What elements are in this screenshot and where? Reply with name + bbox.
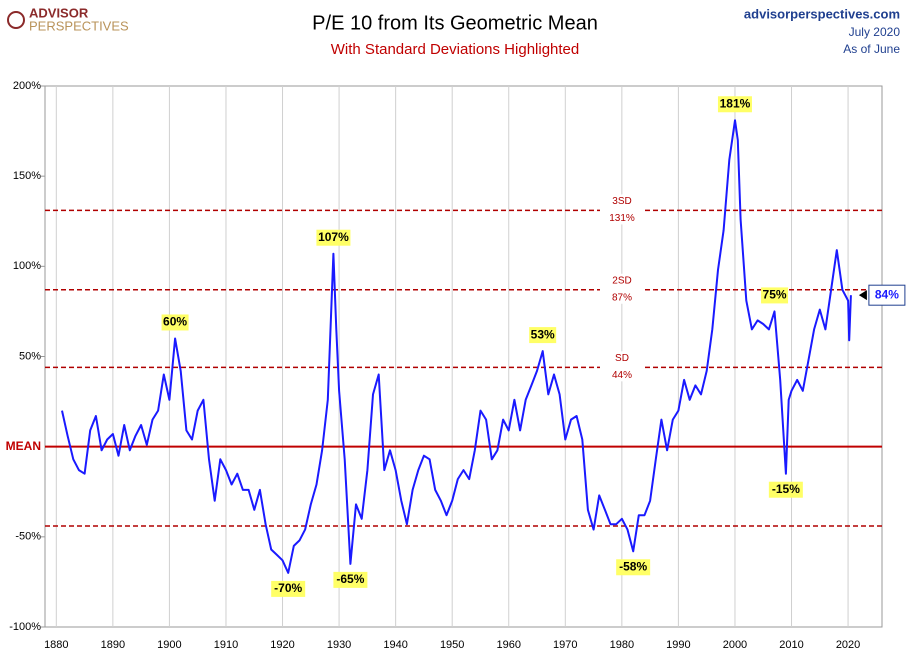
data-label: 60% (163, 315, 187, 329)
x-tick-label: 1910 (214, 639, 238, 651)
chart-subtitle: With Standard Deviations Highlighted (331, 41, 579, 58)
reference-value: 87% (612, 292, 632, 303)
x-tick-label: 1900 (157, 639, 181, 651)
reference-name: 2SD (612, 275, 631, 286)
data-label: 53% (531, 327, 555, 341)
reference-name: SD (615, 353, 629, 364)
y-tick-label: -100% (9, 621, 41, 633)
data-label-bg (529, 327, 557, 344)
data-line (61, 119, 852, 574)
reference-label-bg (600, 194, 644, 225)
data-label-bg (761, 287, 789, 304)
x-tick-label: 1990 (666, 639, 690, 651)
x-tick-label: 1880 (44, 639, 68, 651)
data-label: -65% (336, 572, 364, 586)
source: As of June (843, 42, 900, 56)
x-tick-label: 1890 (101, 639, 125, 651)
logo-text: ADVISOR (29, 5, 89, 20)
x-tick-label: 1970 (553, 639, 577, 651)
reference-label-bg (600, 351, 644, 382)
latest-label: 84% (875, 287, 899, 301)
data-label: 107% (318, 230, 349, 244)
x-tick-label: 1960 (497, 639, 521, 651)
reference-value: 44% (612, 370, 632, 381)
x-tick-label: 2010 (779, 639, 803, 651)
data-label-bg (768, 481, 803, 498)
source: advisorperspectives.com (744, 6, 900, 21)
data-label-bg (717, 96, 752, 113)
data-label: -58% (619, 559, 647, 573)
logo-text: PERSPECTIVES (29, 18, 129, 33)
data-label: -15% (772, 482, 800, 496)
y-tick-label: 150% (13, 170, 41, 182)
source: July 2020 (849, 25, 901, 39)
latest-arrow (858, 290, 867, 301)
y-tick-label: 50% (19, 350, 41, 362)
y-tick-label: 200% (13, 80, 41, 92)
x-tick-label: 1950 (440, 639, 464, 651)
reference-name: 3SD (612, 196, 631, 207)
data-label-bg (316, 229, 351, 246)
data-label: -70% (274, 581, 302, 595)
logo-icon (7, 11, 25, 29)
x-tick-label: 1920 (270, 639, 294, 651)
reference-label-bg (600, 273, 644, 304)
data-label-bg (333, 571, 368, 588)
data-label: 75% (763, 288, 787, 302)
chart-title: P/E 10 from Its Geometric Mean (312, 12, 598, 34)
x-tick-label: 1930 (327, 639, 351, 651)
reference-value: 131% (609, 213, 635, 224)
x-tick-label: 1980 (610, 639, 634, 651)
data-label-bg (616, 559, 651, 576)
data-label-bg (161, 314, 189, 331)
y-tick-label: -50% (15, 531, 41, 543)
data-label-bg (271, 580, 306, 597)
latest-box (868, 284, 906, 306)
x-tick-label: 2000 (723, 639, 747, 651)
x-tick-label: 2020 (836, 639, 860, 651)
y-tick-label: MEAN (6, 439, 41, 453)
x-tick-label: 1940 (383, 639, 407, 651)
y-tick-label: 100% (13, 260, 41, 272)
data-label: 181% (720, 96, 751, 110)
